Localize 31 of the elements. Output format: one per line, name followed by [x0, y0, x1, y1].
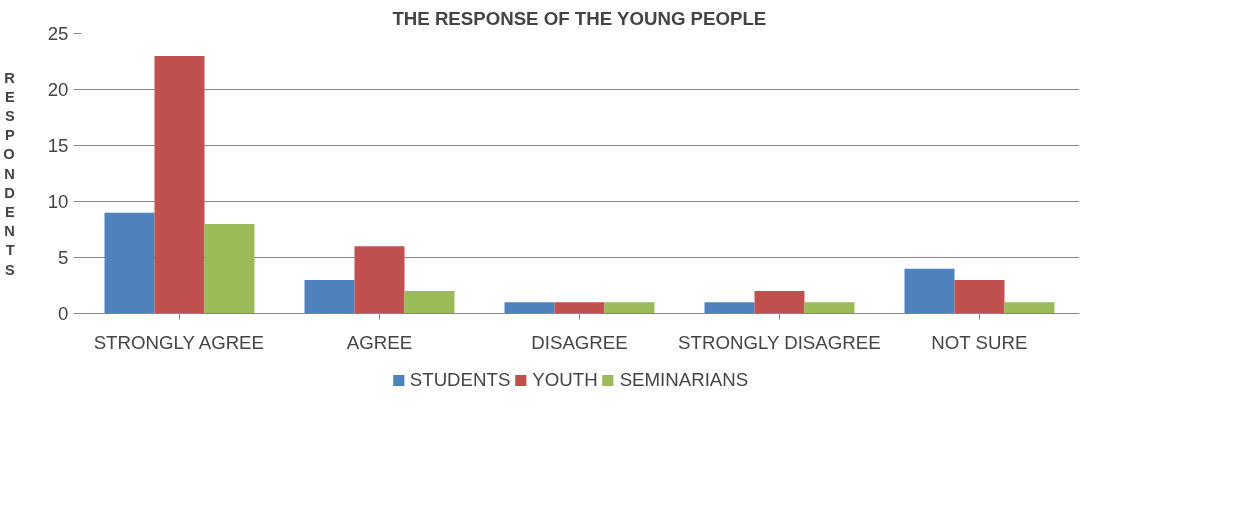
- bar: [904, 268, 955, 314]
- x-tick-label: DISAGREE: [531, 331, 628, 353]
- bar: [704, 302, 755, 314]
- bar: [954, 279, 1005, 314]
- y-tick-label: 10: [47, 191, 69, 212]
- bar: [504, 302, 555, 314]
- legend-label: SEMINARIANS: [619, 369, 749, 391]
- bar: [604, 302, 655, 314]
- legend-label: YOUTH: [532, 369, 598, 391]
- bar: [804, 302, 855, 314]
- y-tick-label: 15: [47, 135, 69, 156]
- x-tick-label: STRONGLY AGREE: [93, 331, 264, 353]
- y-tick-label: 25: [47, 23, 69, 44]
- x-tick-label: STRONGLY DISAGREE: [678, 331, 881, 353]
- chart-title: THE RESPONSE OF THE YOUNG PEOPLE: [392, 7, 767, 29]
- y-tick-label: 5: [58, 247, 69, 268]
- bar: [404, 291, 455, 314]
- text: RESPONDENTS: [3, 69, 15, 278]
- bar: [354, 246, 405, 314]
- bar: [304, 279, 355, 314]
- bar: [154, 55, 205, 314]
- bar: [104, 212, 155, 314]
- bar: [754, 291, 805, 314]
- bar: [204, 223, 255, 314]
- bar: [1004, 302, 1055, 314]
- x-tick-label: NOT SURE: [931, 331, 1028, 353]
- bar: [554, 302, 605, 314]
- y-tick-label: 0: [58, 303, 69, 324]
- x-tick-label: AGREE: [346, 331, 413, 353]
- legend-label: STUDENTS: [409, 369, 511, 391]
- y-tick-label: 20: [47, 79, 69, 100]
